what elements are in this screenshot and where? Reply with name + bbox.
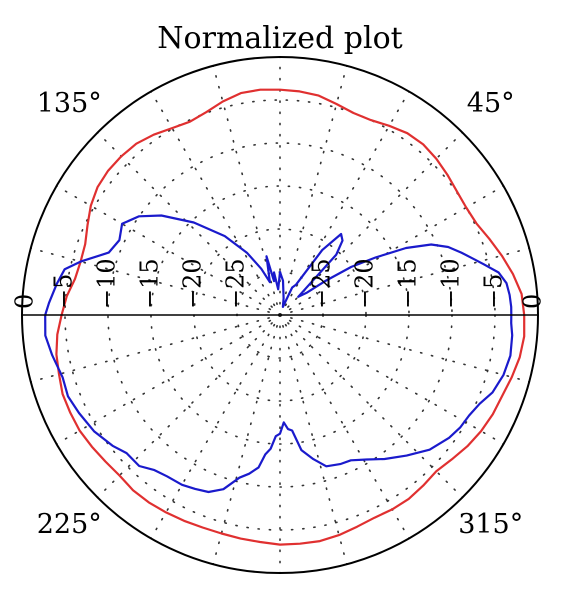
radial-tick-label-left-4: −20 [179,258,207,309]
series-group [44,88,526,546]
grid-spoke-120 [150,90,281,316]
radial-tick-label-right-5: −25 [308,258,336,309]
radial-tick-label-left-0: 0 [11,294,39,309]
radial-tick-label-left-1: −5 [50,274,78,309]
series-line-0 [55,88,526,546]
angle-label-45: 45° [467,88,515,119]
polar-axes [21,56,539,574]
chart-title: Normalized plot [157,21,402,56]
label-group: 0 0 −5 −5 −10 −10 −15 −15 −20 −20 −25 −25 45° 135° 225… [11,88,547,540]
radial-tick-label-left-3: −15 [136,258,164,309]
radial-tick-label-right-3: −15 [394,258,422,309]
angle-label-225: 225° [37,509,102,540]
radial-tick-label-right-2: −10 [437,258,465,309]
angle-label-135: 135° [37,88,102,119]
radial-tick-label-right-4: −20 [351,258,379,309]
angle-label-315: 315° [458,509,523,540]
radial-tick-label-left-5: −25 [222,258,250,309]
radial-tick-label-left-2: −10 [93,258,121,309]
radial-tick-label-right-1: −5 [480,274,508,309]
radial-tick-label-right-0: 0 [519,294,547,309]
